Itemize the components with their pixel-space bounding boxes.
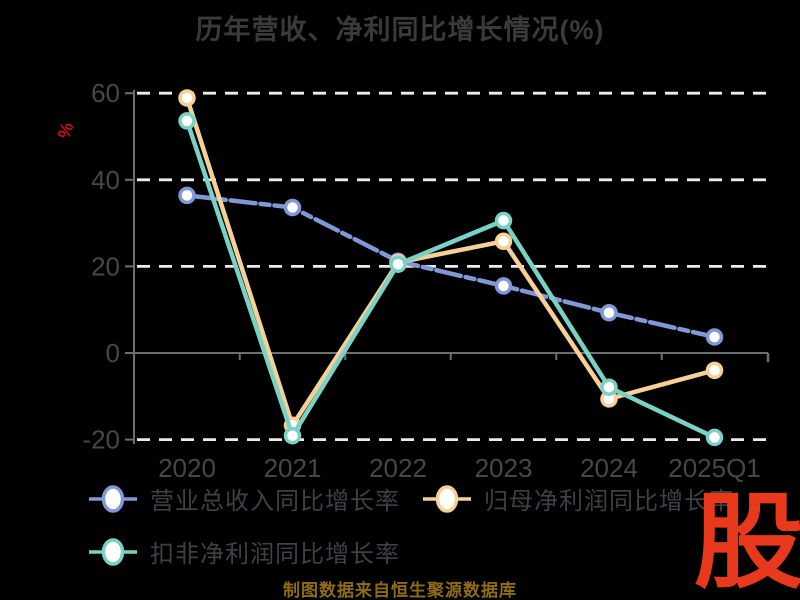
y-tick-label: 40 [91,165,120,195]
data-point-revenue-2025Q1 [705,328,724,346]
series-line-non_gaap [184,118,717,440]
data-point-net_profit-2025Q1 [705,361,724,380]
y-tick-label: 60 [91,78,120,108]
data-point-non_gaap-2024 [600,378,618,396]
legend-item-net-profit[interactable]: 归母净利润同比增长率 [422,481,734,516]
legend-row-2: 扣非净利润同比增长率 [88,534,756,569]
series-line-revenue [184,193,717,340]
data-point-net_profit-2023 [494,232,513,251]
y-tick-label: 20 [91,251,120,281]
data-source-caption: 制图数据来自恒生聚源数据库 [283,581,517,600]
data-point-non_gaap-2020 [178,112,196,130]
legend-item-non-gaap[interactable]: 扣非净利润同比增长率 [88,534,400,569]
data-point-non_gaap-2025Q1 [705,428,724,447]
brand-logo: 股 [693,485,800,600]
x-tick-label: 2021 [264,453,322,483]
data-point-revenue-2023 [494,277,513,295]
series-line-net_profit [184,95,717,428]
data-point-revenue-2021 [283,198,302,217]
legend-label-revenue: 营业总收入同比增长率 [150,488,400,515]
data-point-non_gaap-2021 [283,426,302,445]
legend-label-net-profit: 归母净利润同比增长率 [484,488,734,515]
x-tick-label: 2022 [369,453,427,483]
y-tick-label: 0 [106,338,120,368]
data-point-net_profit-2020 [178,89,196,107]
legend-row-1: 营业总收入同比增长率 归母净利润同比增长率 [88,481,756,516]
data-point-non_gaap-2022 [389,255,407,273]
legend-item-revenue[interactable]: 营业总收入同比增长率 [88,481,400,516]
x-tick-label: 2024 [580,453,638,483]
chart-title: 历年营收、净利同比增长情况(%) [195,15,605,45]
legend-marker-non-gaap-icon [89,537,137,566]
x-tick-label: 2025Q1 [668,453,761,483]
x-tick-label: 2023 [475,453,533,483]
x-tick-label: 2020 [158,453,216,483]
data-point-revenue-2024 [600,303,618,322]
chart-legend: 营业总收入同比增长率 归母净利润同比增长率 扣非净利润同比增长率 [88,481,756,587]
y-tick-label: -20 [82,425,120,455]
legend-marker-revenue-icon [89,484,137,513]
legend-label-non-gaap: 扣非净利润同比增长率 [150,541,400,568]
data-point-revenue-2020 [178,186,196,205]
legend-marker-net-profit-icon [423,484,471,513]
data-point-non_gaap-2023 [494,211,513,230]
